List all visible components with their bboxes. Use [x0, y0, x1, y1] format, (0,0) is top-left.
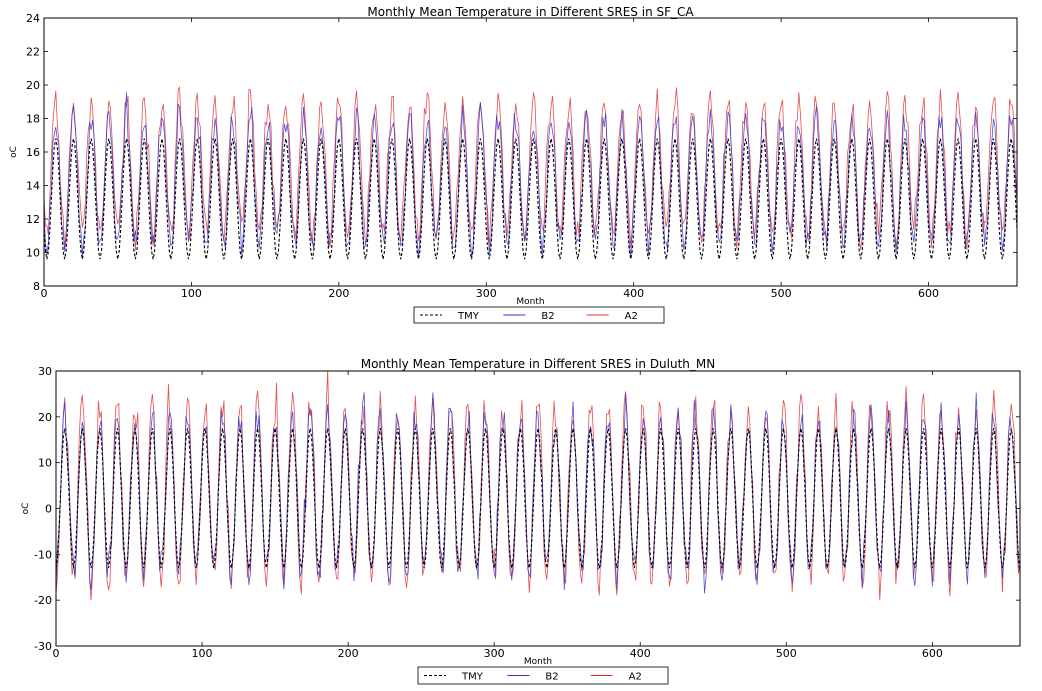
y-tick-label: 16 [26, 146, 40, 159]
legend-label-b2: B2 [541, 311, 554, 322]
series-tmy-line [56, 428, 1020, 569]
y-axis-label: oC [9, 146, 19, 158]
x-tick-label: 600 [922, 647, 943, 660]
y-tick-label: 8 [33, 280, 40, 293]
x-tick-label: 300 [484, 647, 505, 660]
x-tick-label: 400 [623, 287, 644, 300]
chart-title: Monthly Mean Temperature in Different SR… [367, 5, 694, 19]
plot-area [56, 371, 1020, 601]
x-tick-label: 600 [918, 287, 939, 300]
y-tick-label: 20 [26, 79, 40, 92]
y-tick-label: 24 [26, 12, 40, 25]
y-tick-label: 22 [26, 46, 40, 59]
chart-duluth-mn: Monthly Mean Temperature in Different SR… [21, 357, 1021, 685]
y-tick-label: 10 [26, 247, 40, 260]
y-axis-label: oC [21, 503, 31, 515]
y-tick-label: 30 [38, 365, 52, 378]
x-tick-label: 500 [776, 647, 797, 660]
chart-title: Monthly Mean Temperature in Different SR… [361, 357, 716, 371]
y-tick-label: -30 [34, 640, 52, 653]
y-tick-label: 18 [26, 113, 40, 126]
x-tick-label: 0 [41, 287, 48, 300]
legend: TMY B2 A2 [413, 306, 665, 324]
y-tick-label: 14 [26, 180, 40, 193]
x-tick-label: 0 [53, 647, 60, 660]
plot-area [44, 86, 1017, 260]
y-tick-label: -10 [34, 548, 52, 561]
legend-label-tmy: TMY [461, 672, 484, 683]
x-tick-label: 500 [771, 287, 792, 300]
legend-label-tmy: TMY [457, 311, 480, 322]
x-axis-label: Month [524, 657, 552, 667]
legend-label-a2: A2 [629, 672, 642, 683]
chart-sf-ca: Monthly Mean Temperature in Different SR… [9, 5, 1018, 324]
x-tick-label: 300 [476, 287, 497, 300]
y-tick-label: 12 [26, 213, 40, 226]
y-tick-label: 10 [38, 457, 52, 470]
legend-box [417, 666, 669, 685]
series-b2-line [44, 92, 1017, 259]
y-tick-label: 0 [45, 503, 52, 516]
x-tick-label: 200 [338, 647, 359, 660]
legend-label-a2: A2 [625, 311, 638, 322]
series-tmy-line [44, 138, 1017, 260]
x-tick-label: 100 [192, 647, 213, 660]
legend: TMY B2 A2 [417, 666, 669, 685]
x-tick-label: 400 [630, 647, 651, 660]
x-axis-label: Month [516, 297, 544, 307]
y-tick-label: -20 [34, 594, 52, 607]
y-tick-label: 20 [38, 411, 52, 424]
x-tick-label: 100 [181, 287, 202, 300]
legend-box [413, 306, 665, 324]
legend-label-b2: B2 [545, 672, 558, 683]
x-tick-label: 200 [328, 287, 349, 300]
